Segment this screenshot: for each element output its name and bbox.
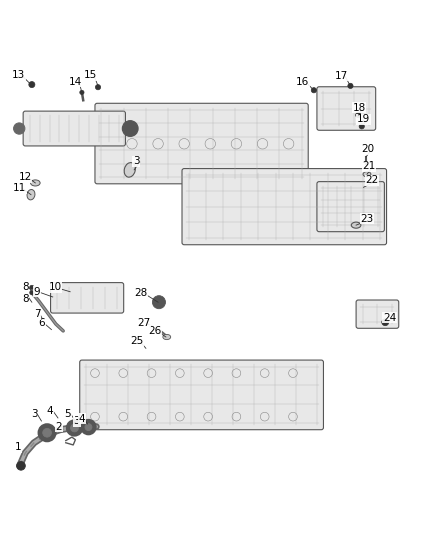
FancyBboxPatch shape [317,182,385,232]
Text: 23: 23 [360,214,374,224]
Circle shape [67,420,82,436]
Circle shape [81,419,96,434]
Text: 19: 19 [357,115,370,124]
Circle shape [122,120,138,136]
Circle shape [356,112,361,118]
Circle shape [359,124,364,129]
Circle shape [43,429,51,437]
Circle shape [80,90,84,94]
Text: 3: 3 [31,409,37,418]
Text: 11: 11 [13,183,26,193]
Circle shape [30,290,34,295]
Ellipse shape [351,222,361,228]
Circle shape [30,285,34,289]
Text: 9: 9 [34,287,40,297]
Circle shape [39,424,56,441]
Ellipse shape [163,334,171,340]
Text: 24: 24 [383,313,396,323]
Circle shape [71,424,78,432]
Ellipse shape [27,190,35,200]
Text: 22: 22 [366,175,379,185]
Ellipse shape [363,172,371,177]
Text: 1: 1 [14,442,21,452]
Text: 7: 7 [34,309,41,319]
Circle shape [382,319,389,326]
FancyBboxPatch shape [317,87,376,130]
Text: 28: 28 [134,288,147,297]
Text: 18: 18 [353,103,366,112]
Text: 21: 21 [363,161,376,172]
FancyBboxPatch shape [182,168,387,245]
Circle shape [348,83,353,88]
Text: 13: 13 [12,70,25,80]
Text: 8: 8 [22,294,28,304]
Text: 4: 4 [47,406,53,416]
FancyBboxPatch shape [50,282,124,313]
Text: 3: 3 [74,416,80,426]
Text: 5: 5 [65,409,71,418]
Text: 3: 3 [133,156,140,166]
Circle shape [155,298,163,306]
Circle shape [152,296,166,309]
Ellipse shape [31,180,40,186]
Text: 8: 8 [22,282,28,293]
Circle shape [17,462,25,470]
Circle shape [85,424,92,431]
Circle shape [29,82,35,87]
Text: 26: 26 [148,326,161,336]
Text: 25: 25 [131,336,144,346]
Text: 10: 10 [48,282,61,293]
Text: 12: 12 [19,172,32,182]
Text: 15: 15 [84,70,97,80]
Text: 6: 6 [39,318,45,328]
Text: 14: 14 [69,77,82,86]
Circle shape [95,85,101,90]
Text: 20: 20 [361,144,374,154]
Text: 2: 2 [56,422,62,432]
FancyBboxPatch shape [356,300,399,328]
Text: 4: 4 [78,414,85,424]
Ellipse shape [124,163,135,177]
FancyBboxPatch shape [23,111,125,146]
Circle shape [311,87,317,93]
Circle shape [14,123,25,134]
Text: 16: 16 [296,77,309,86]
Text: 17: 17 [335,71,348,81]
FancyBboxPatch shape [95,103,308,184]
FancyBboxPatch shape [80,360,323,430]
Text: 27: 27 [138,318,151,328]
